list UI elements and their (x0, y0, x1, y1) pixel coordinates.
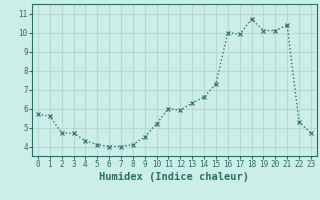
X-axis label: Humidex (Indice chaleur): Humidex (Indice chaleur) (100, 172, 249, 182)
